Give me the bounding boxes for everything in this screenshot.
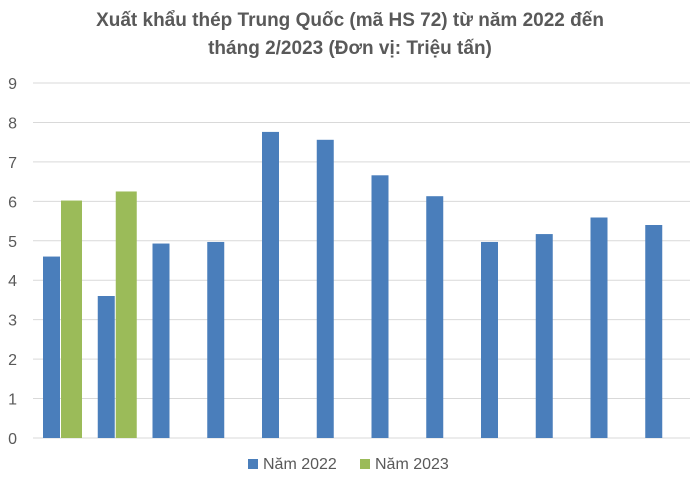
bar-năm-2022-11 <box>590 217 608 438</box>
bar-năm-2022-12 <box>645 225 663 438</box>
gridlines <box>33 82 690 439</box>
y-tick-label: 0 <box>8 431 17 448</box>
chart-title-line-1: Xuất khẩu thép Trung Quốc (mã HS 72) từ … <box>96 10 604 31</box>
legend-label-0: Năm 2022 <box>263 456 337 473</box>
legend-swatch-1 <box>360 459 370 469</box>
bar-năm-2022-1 <box>43 256 60 438</box>
legend-swatch-0 <box>248 459 258 469</box>
bar-năm-2022-10 <box>535 234 553 438</box>
bar-năm-2023-2 <box>115 191 137 438</box>
y-tick-label: 1 <box>8 392 17 409</box>
y-tick-label: 3 <box>8 313 17 330</box>
y-tick-label: 5 <box>8 234 17 251</box>
bar-năm-2022-8 <box>426 196 444 438</box>
y-tick-label: 8 <box>8 115 17 132</box>
bar-năm-2022-5 <box>262 131 279 438</box>
bar-năm-2023-1 <box>61 200 82 438</box>
bar-năm-2022-6 <box>316 139 334 439</box>
bar-năm-2022-9 <box>481 241 498 438</box>
bar-năm-2022-4 <box>207 241 225 438</box>
chart-title-line-2: tháng 2/2023 (Đơn vị: Triệu tấn) <box>208 38 492 59</box>
y-tick-label: 2 <box>8 352 17 369</box>
y-tick-label: 7 <box>8 155 17 172</box>
y-tick-label: 6 <box>8 194 17 211</box>
bar-năm-2022-3 <box>152 243 170 438</box>
legend-label-1: Năm 2023 <box>375 456 449 473</box>
bars <box>43 131 663 439</box>
y-tick-label: 4 <box>8 273 17 290</box>
legend: Năm 2022 Năm 2023 <box>248 456 449 473</box>
bar-năm-2022-2 <box>97 296 115 438</box>
y-tick-label: 9 <box>8 76 17 93</box>
bar-năm-2022-7 <box>371 175 389 439</box>
y-axis-tick-labels: 0 1 2 3 4 5 6 7 8 9 <box>8 76 17 448</box>
